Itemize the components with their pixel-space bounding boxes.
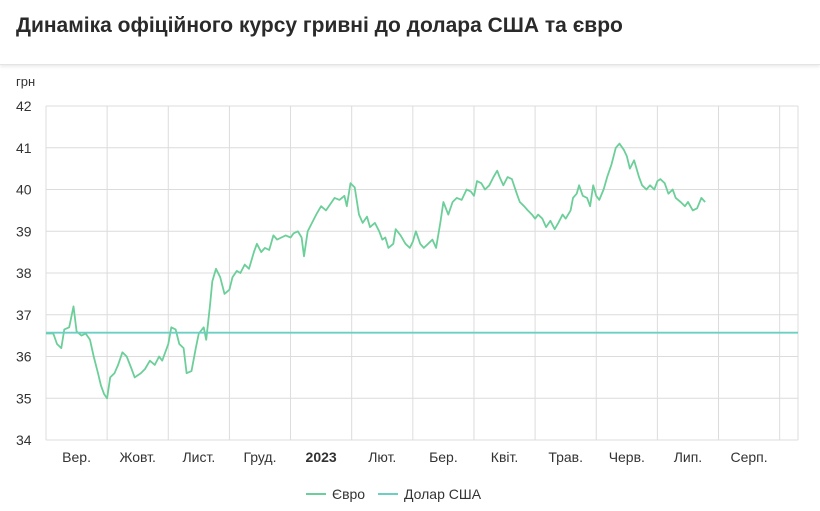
y-tick-label: 38	[16, 265, 32, 281]
x-tick-label: Лип.	[674, 449, 702, 465]
x-tick-label: Бер.	[429, 449, 458, 465]
y-tick-label: 42	[16, 98, 32, 114]
series-line-euro	[46, 142, 706, 400]
y-tick-label: 37	[16, 307, 32, 323]
legend-label: Долар США	[404, 486, 482, 502]
y-tick-label: 40	[16, 182, 32, 198]
chart-legend: Євро Долар США	[306, 486, 482, 502]
legend-item-usd[interactable]: Долар США	[378, 486, 482, 502]
x-tick-label: Лют.	[368, 449, 396, 465]
legend-item-euro[interactable]: Євро	[306, 486, 365, 502]
chart-series	[46, 142, 798, 400]
x-tick-label: Черв.	[609, 449, 645, 465]
y-tick-label: 41	[16, 140, 32, 156]
y-tick-label: 36	[16, 349, 32, 365]
y-axis-label: грн	[16, 74, 35, 89]
x-tick-label: Груд.	[243, 449, 276, 465]
x-tick-label: Трав.	[548, 449, 583, 465]
x-tick-label: Вер.	[62, 449, 91, 465]
y-tick-label: 39	[16, 223, 32, 239]
legend-label: Євро	[332, 486, 365, 502]
x-tick-label: Квіт.	[491, 449, 518, 465]
chart-grid	[45, 105, 799, 441]
x-tick-label: Лист.	[182, 449, 215, 465]
x-tick-label: 2023	[306, 449, 337, 465]
chart-title: Динаміка офіційного курсу гривні до дола…	[16, 14, 623, 37]
chart-axes: 34 35 36 37 38 39 40 41 42 грн Вер. Жовт. Лист. Груд.…	[16, 74, 768, 465]
y-tick-label: 35	[16, 390, 32, 406]
y-tick-label: 34	[16, 432, 32, 448]
chart-header: Динаміка офіційного курсу гривні до дола…	[0, 0, 820, 65]
x-tick-label: Жовт.	[119, 449, 155, 465]
x-tick-label: Серп.	[731, 449, 768, 465]
